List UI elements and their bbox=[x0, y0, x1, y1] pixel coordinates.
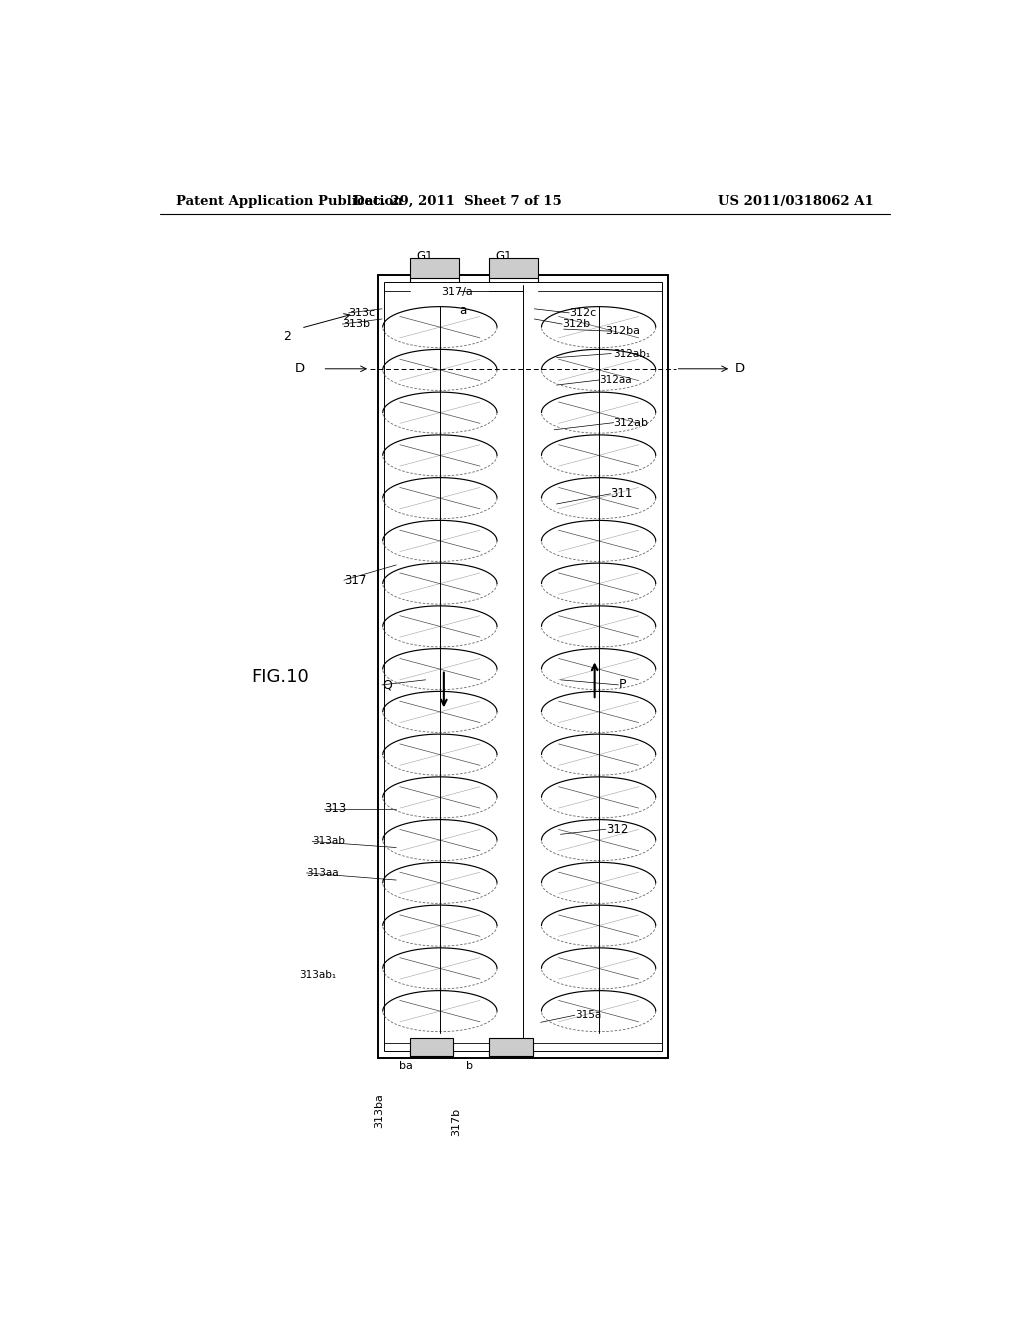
Text: 312b: 312b bbox=[562, 319, 590, 329]
Bar bbox=[489, 257, 539, 279]
Text: D: D bbox=[295, 362, 305, 375]
Text: FIG.10: FIG.10 bbox=[251, 668, 309, 686]
Text: Patent Application Publication: Patent Application Publication bbox=[176, 194, 402, 207]
Text: 312ba: 312ba bbox=[605, 326, 640, 337]
Text: 317b: 317b bbox=[451, 1107, 461, 1137]
Bar bbox=[378, 276, 668, 1057]
Text: Q: Q bbox=[382, 678, 392, 692]
Text: ba: ba bbox=[398, 1061, 413, 1071]
Text: 312ab₁: 312ab₁ bbox=[613, 348, 650, 359]
Text: b: b bbox=[466, 1061, 473, 1071]
Text: US 2011/0318062 A1: US 2011/0318062 A1 bbox=[718, 194, 873, 207]
Text: D: D bbox=[735, 362, 745, 375]
Bar bbox=[384, 282, 663, 1051]
Text: 313ba: 313ba bbox=[374, 1093, 384, 1129]
Text: 315a: 315a bbox=[574, 1010, 601, 1020]
Bar bbox=[489, 1038, 532, 1056]
Text: 312c: 312c bbox=[569, 308, 597, 318]
Text: 312: 312 bbox=[606, 822, 628, 836]
Text: P: P bbox=[618, 678, 626, 692]
Text: G1: G1 bbox=[417, 251, 433, 264]
Text: 317: 317 bbox=[344, 574, 367, 586]
Text: 312aa: 312aa bbox=[599, 375, 632, 385]
Text: 313b: 313b bbox=[342, 319, 371, 329]
Text: 317/a: 317/a bbox=[441, 286, 473, 297]
Text: a: a bbox=[460, 305, 467, 317]
Text: 311: 311 bbox=[610, 487, 633, 500]
Text: 313c: 313c bbox=[348, 308, 376, 318]
Text: 313ab₁: 313ab₁ bbox=[299, 970, 337, 979]
Text: 2: 2 bbox=[283, 330, 291, 343]
Bar bbox=[410, 1038, 454, 1056]
Text: 312ab: 312ab bbox=[613, 417, 648, 428]
Text: Dec. 29, 2011  Sheet 7 of 15: Dec. 29, 2011 Sheet 7 of 15 bbox=[353, 194, 562, 207]
Text: G1: G1 bbox=[496, 251, 512, 264]
Text: 313aa: 313aa bbox=[306, 869, 339, 878]
Bar bbox=[410, 257, 459, 279]
Text: 313ab: 313ab bbox=[312, 837, 345, 846]
Text: 313: 313 bbox=[324, 803, 346, 816]
